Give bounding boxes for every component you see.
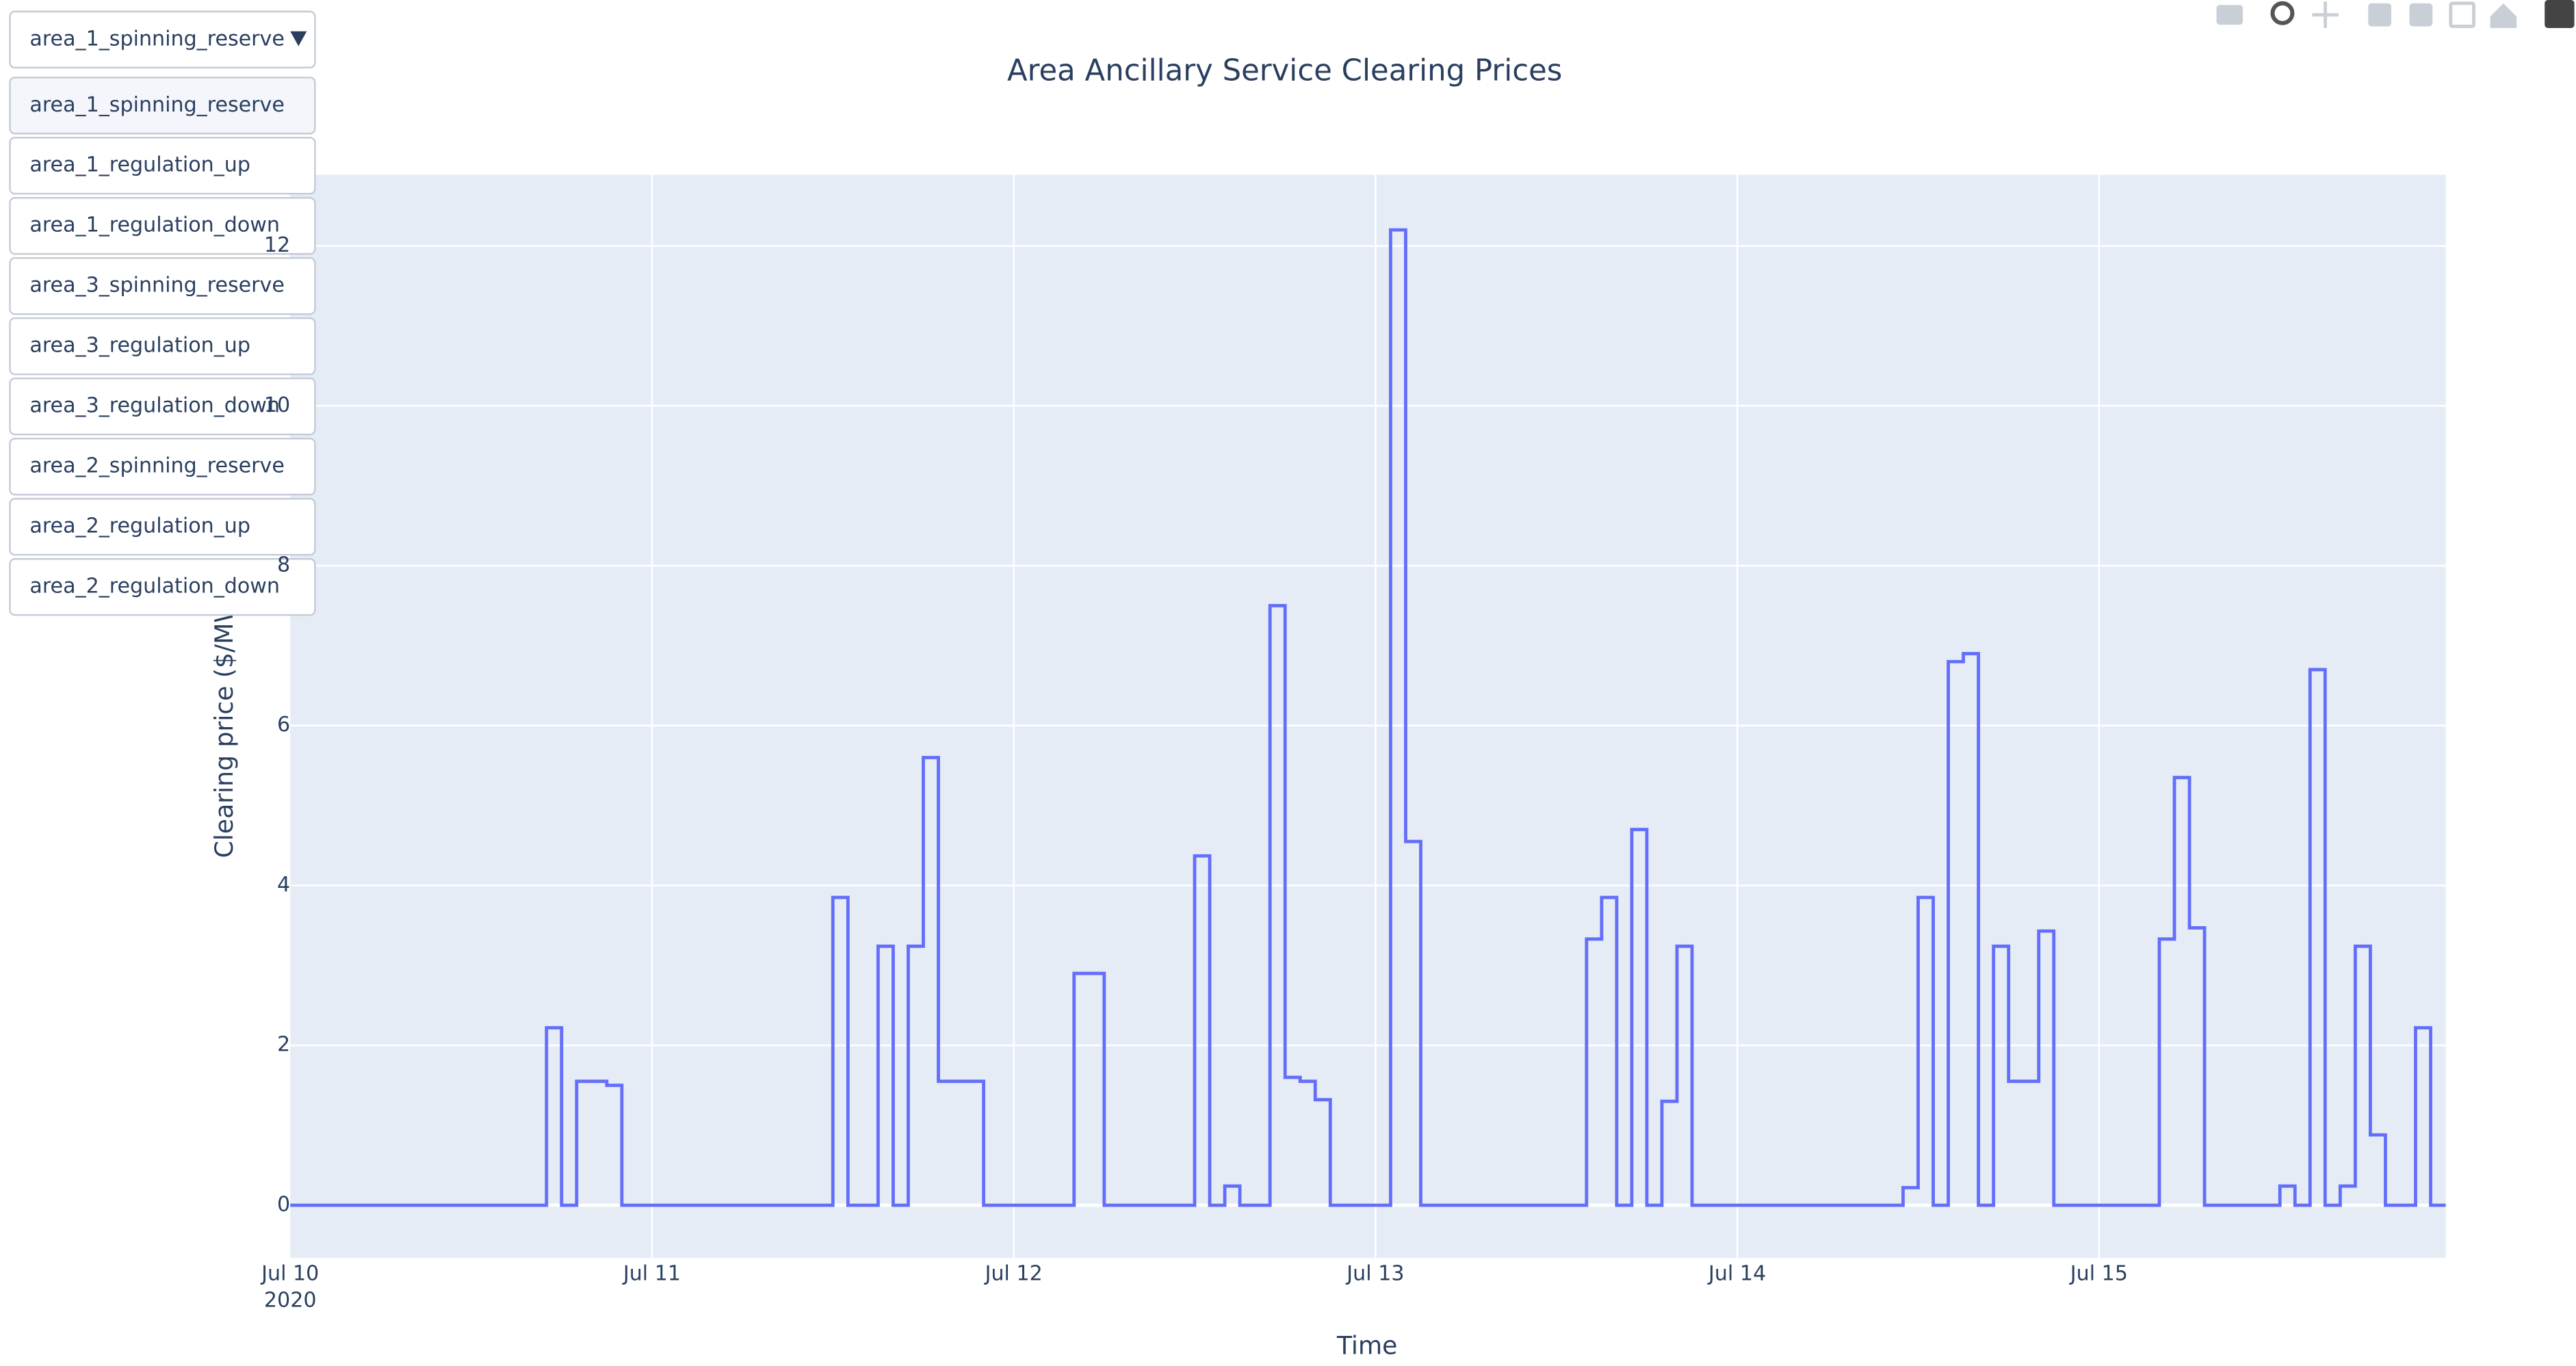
chart-title: Area Ancillary Service Clearing Prices — [1007, 54, 1562, 88]
autoscale-icon[interactable] — [2449, 1, 2475, 28]
x-tick-label: Jul 13 — [1345, 1262, 1404, 1286]
dropdown-option-label[interactable]: area_1_spinning_reserve — [29, 93, 285, 117]
zoom-in-icon[interactable] — [2368, 3, 2392, 27]
dropdown-option-label[interactable]: area_3_regulation_down — [29, 394, 280, 418]
camera-icon[interactable] — [2216, 5, 2243, 25]
y-tick-label: 4 — [277, 873, 290, 897]
y-tick-label: 12 — [264, 233, 290, 257]
dropdown-option[interactable] — [9, 197, 316, 255]
x-tick-label: Jul 14 — [1707, 1262, 1766, 1286]
x-tick-label: Jul 12 — [984, 1262, 1043, 1286]
dropdown-option[interactable] — [9, 317, 316, 376]
dropdown-option-label[interactable]: area_1_regulation_down — [29, 213, 280, 237]
dropdown-arrow[interactable] — [290, 31, 307, 47]
series-line — [290, 228, 2446, 1207]
dropdown-button[interactable] — [9, 10, 316, 69]
zoom-icon[interactable] — [2270, 1, 2295, 25]
x-year-label: 2020 — [264, 1288, 317, 1312]
reset-icon[interactable] — [2490, 3, 2517, 28]
dropdown-option-label[interactable]: area_3_regulation_up — [29, 334, 250, 358]
y-tick-label: 0 — [277, 1192, 290, 1216]
dropdown-option[interactable] — [9, 497, 316, 556]
pan-icon[interactable] — [2312, 1, 2339, 28]
y-tick-label: 8 — [277, 553, 290, 577]
dropdown-option[interactable] — [9, 437, 316, 496]
dropdown-option[interactable] — [9, 557, 316, 616]
y-tick-label: 2 — [277, 1033, 290, 1057]
plot-background — [290, 174, 2446, 1259]
dropdown: area_1_spinning_reserve area_1_spinning_r… — [9, 10, 316, 616]
plotly-logo[interactable] — [2545, 0, 2575, 28]
x-tick-label: Jul 10 — [260, 1262, 319, 1286]
zoom-out-icon[interactable] — [2409, 3, 2433, 27]
dropdown-option[interactable] — [9, 257, 316, 315]
y-tick-label: 6 — [277, 713, 290, 737]
dropdown-option-label[interactable]: area_3_spinning_reserve — [29, 274, 285, 298]
dropdown-option[interactable] — [9, 137, 316, 195]
y-tick-label: 10 — [264, 393, 290, 417]
dropdown-option-label[interactable]: area_2_spinning_reserve — [29, 454, 285, 478]
dropdown-option-label[interactable]: area_2_regulation_up — [29, 514, 250, 538]
dropdown-option-label[interactable]: area_2_regulation_down — [29, 575, 280, 599]
dropdown-option-label[interactable]: area_1_regulation_up — [29, 153, 250, 177]
modebar — [2216, 0, 2575, 28]
x-tick-label: Jul 11 — [622, 1262, 681, 1286]
dropdown-option[interactable] — [9, 377, 316, 436]
y-axis-title: Clearing price ($/MWh) — [209, 573, 239, 858]
x-axis-title: Time — [1336, 1330, 1397, 1360]
x-tick-label: Jul 15 — [2069, 1262, 2128, 1286]
dropdown-option[interactable] — [9, 77, 316, 135]
dropdown-selected[interactable]: area_1_spinning_reserve — [29, 27, 285, 51]
